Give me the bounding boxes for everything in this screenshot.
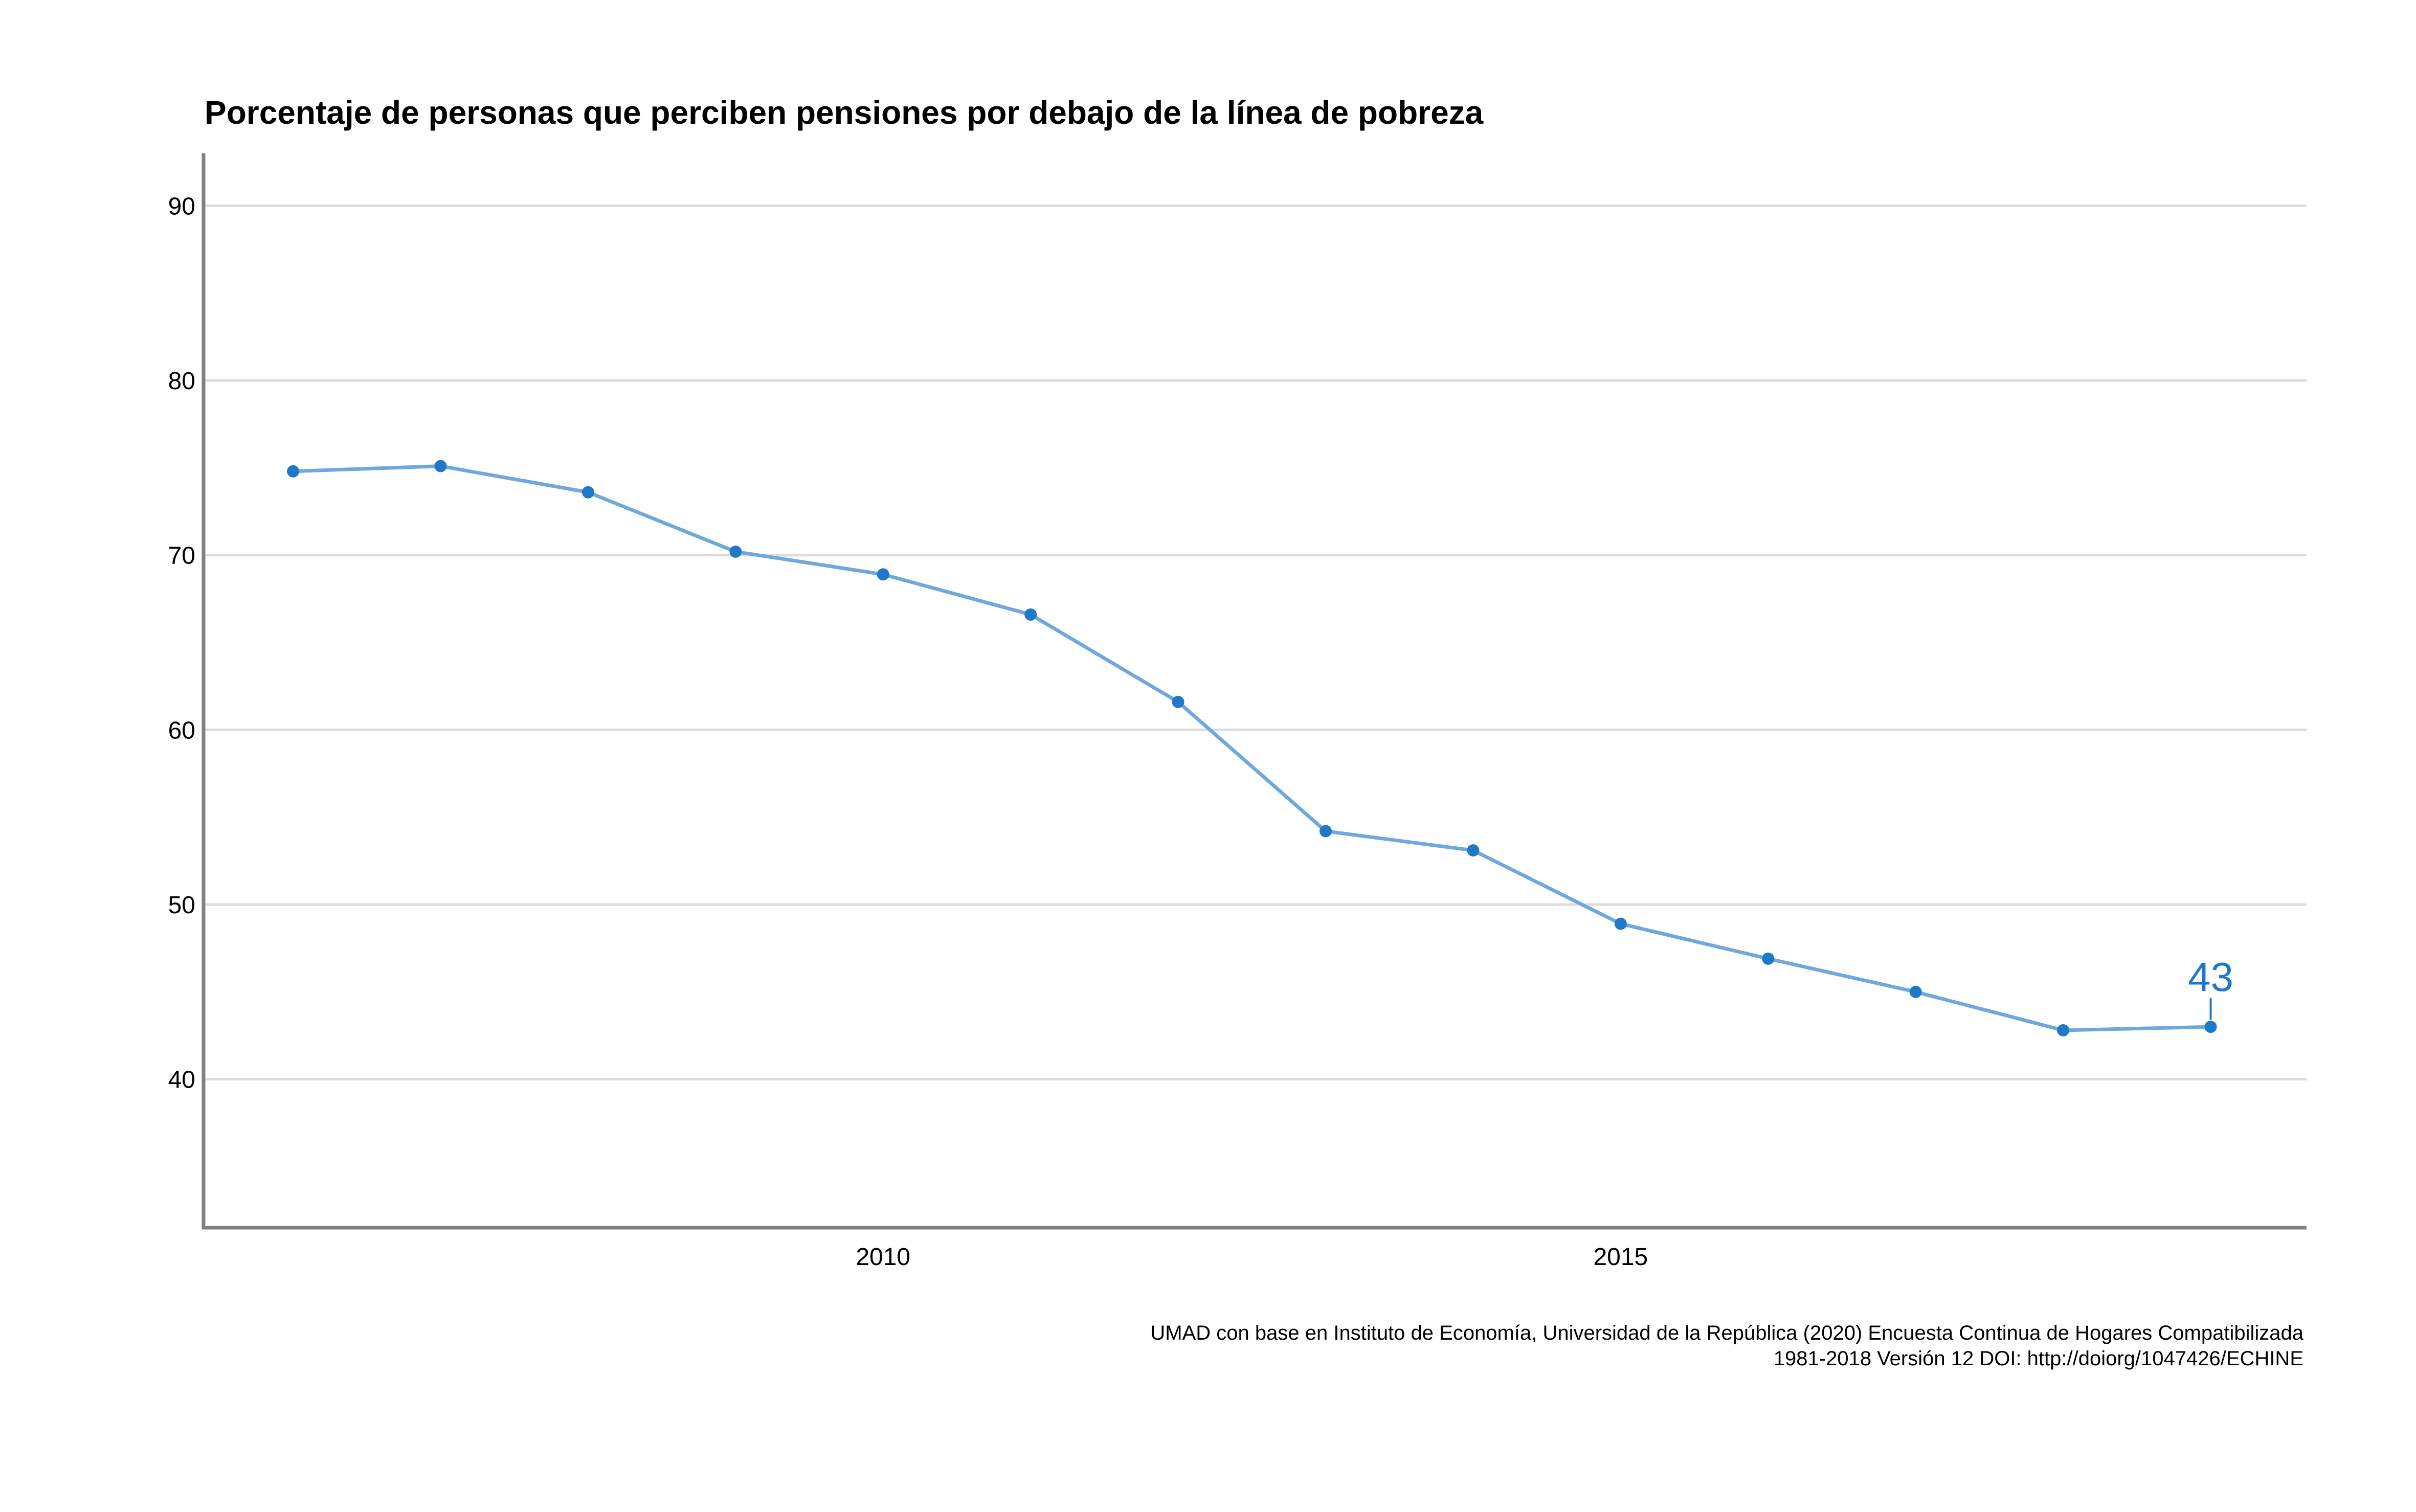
data-point xyxy=(1909,985,1922,998)
y-tick-labels: 40 50 60 70 80 90 xyxy=(168,193,195,1093)
annotation-label: 43 xyxy=(2188,954,2233,1000)
data-point xyxy=(1319,825,1332,838)
data-point xyxy=(2057,1024,2070,1036)
y-tick-label: 70 xyxy=(168,543,195,570)
y-tick-label: 40 xyxy=(168,1067,195,1094)
data-point xyxy=(434,460,447,472)
data-point xyxy=(1467,844,1480,857)
caption: UMAD con base en Instituto de Economía, … xyxy=(1150,1322,2303,1370)
series-line xyxy=(293,464,2211,1032)
data-point xyxy=(1614,917,1627,930)
caption-line-1: UMAD con base en Instituto de Economía, … xyxy=(1150,1322,2303,1344)
data-point xyxy=(1172,695,1184,708)
data-point xyxy=(729,545,742,558)
x-tick-label: 2010 xyxy=(856,1244,910,1271)
data-point xyxy=(287,465,300,478)
series xyxy=(287,460,2217,1036)
data-point xyxy=(877,568,889,581)
data-point xyxy=(1762,952,1775,965)
gridlines xyxy=(205,204,2307,1081)
y-tick-label: 80 xyxy=(168,368,195,395)
annotation: 43 xyxy=(2188,954,2233,1020)
chart-title: Porcentaje de personas que perciben pens… xyxy=(205,94,1484,131)
data-point xyxy=(1024,608,1037,621)
x-tick-label: 2015 xyxy=(1593,1244,1648,1271)
y-tick-label: 60 xyxy=(168,717,195,744)
y-tick-label: 90 xyxy=(168,193,195,220)
axes xyxy=(202,153,2307,1230)
data-point xyxy=(581,486,594,499)
data-point xyxy=(2204,1021,2217,1033)
y-tick-label: 50 xyxy=(168,892,195,919)
x-tick-labels: 2010 2015 xyxy=(856,1244,1648,1271)
caption-line-2: 1981-2018 Versión 12 DOI: http://doiorg/… xyxy=(1774,1347,2303,1370)
